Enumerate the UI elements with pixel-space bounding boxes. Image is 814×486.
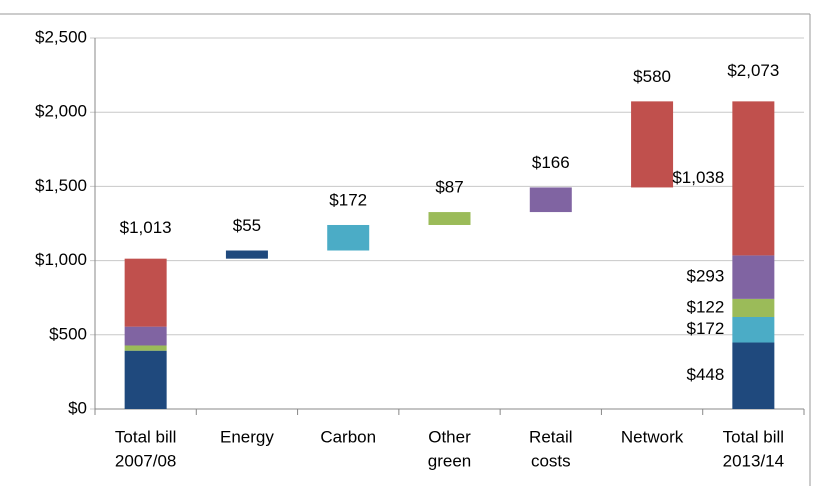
x-tick-label: 2013/14 [723,451,784,470]
x-tick-label: Carbon [320,427,376,446]
y-tick-label: $1,000 [35,250,87,269]
bar-segment [732,298,775,317]
segment-label: $1,038 [672,168,724,187]
bar-segment [124,326,167,346]
value-label: $55 [233,216,261,235]
bar-segment [327,224,370,251]
x-tick-label: Network [621,427,684,446]
x-tick-label: Retail [529,427,572,446]
bar-segment [529,187,572,213]
bar-segment [428,212,471,225]
value-label: $580 [633,67,671,86]
value-label: $87 [435,178,463,197]
bar-segment [732,101,775,256]
y-tick-label: $500 [49,324,87,343]
x-tick-label: costs [531,451,571,470]
value-label: $166 [532,153,570,172]
value-label: $172 [329,190,367,209]
y-tick-label: $2,500 [35,27,87,46]
bar-segment [631,101,674,188]
total-label: $1,013 [120,218,172,237]
x-tick-label: Total bill [723,427,784,446]
total-label: $2,073 [727,61,779,80]
y-tick-label: $0 [68,398,87,417]
x-tick-label: Energy [220,427,274,446]
segment-label: $448 [687,365,725,384]
x-tick-label: green [428,451,471,470]
bar-segment [124,345,167,351]
bar-segment [225,250,268,259]
bar-segment [732,255,775,299]
x-tick-label: 2007/08 [115,451,176,470]
y-tick-label: $2,000 [35,102,87,121]
segment-label: $293 [687,267,725,286]
bar-segment [124,258,167,327]
bar-segment [732,316,775,343]
x-tick-label: Total bill [115,427,176,446]
segment-label: $172 [687,319,725,338]
bar-segment [732,342,775,409]
bar-segment [124,350,167,409]
y-tick-label: $1,500 [35,176,87,195]
x-tick-label: Other [428,427,471,446]
segment-label: $122 [687,297,725,316]
